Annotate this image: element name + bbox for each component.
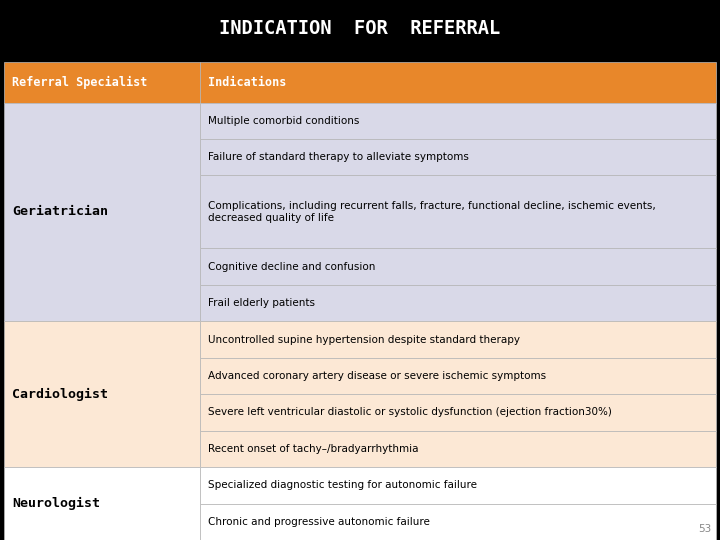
Bar [199,467,716,503]
Text: Multiple comorbid conditions: Multiple comorbid conditions [208,116,359,126]
Text: Neurologist: Neurologist [12,497,100,510]
Text: Severe left ventricular diastolic or systolic dysfunction (ejection fraction30%): Severe left ventricular diastolic or sys… [208,407,612,417]
Text: Frail elderly patients: Frail elderly patients [208,298,315,308]
Text: INDICATION  FOR  REFERRAL: INDICATION FOR REFERRAL [220,19,500,38]
Text: Cardiologist: Cardiologist [12,388,108,401]
Text: 53: 53 [698,524,711,534]
Text: Cognitive decline and confusion: Cognitive decline and confusion [208,261,376,272]
Text: Advanced coronary artery disease or severe ischemic symptoms: Advanced coronary artery disease or seve… [208,371,546,381]
Text: Chronic and progressive autonomic failure: Chronic and progressive autonomic failur… [208,517,430,527]
Bar [199,63,716,103]
Bar [4,467,199,540]
Text: Indications: Indications [208,76,287,89]
Text: Specialized diagnostic testing for autonomic failure: Specialized diagnostic testing for auton… [208,480,477,490]
Bar [199,176,716,248]
Bar [199,248,716,285]
Text: Failure of standard therapy to alleviate symptoms: Failure of standard therapy to alleviate… [208,152,469,163]
Bar [4,63,199,103]
Text: Recent onset of tachy–/bradyarrhythmia: Recent onset of tachy–/bradyarrhythmia [208,444,419,454]
Text: Geriatrician: Geriatrician [12,205,108,219]
Bar [199,430,716,467]
Bar [4,103,199,321]
Bar [199,394,716,430]
Bar [199,139,716,176]
Bar [199,503,716,540]
Bar [199,103,716,139]
Bar [199,357,716,394]
Bar [199,285,716,321]
Text: Referral Specialist: Referral Specialist [12,76,148,89]
Bar [199,321,716,357]
Text: Complications, including recurrent falls, fracture, functional decline, ischemic: Complications, including recurrent falls… [208,201,656,222]
Text: Uncontrolled supine hypertension despite standard therapy: Uncontrolled supine hypertension despite… [208,334,521,345]
Bar [4,321,199,467]
